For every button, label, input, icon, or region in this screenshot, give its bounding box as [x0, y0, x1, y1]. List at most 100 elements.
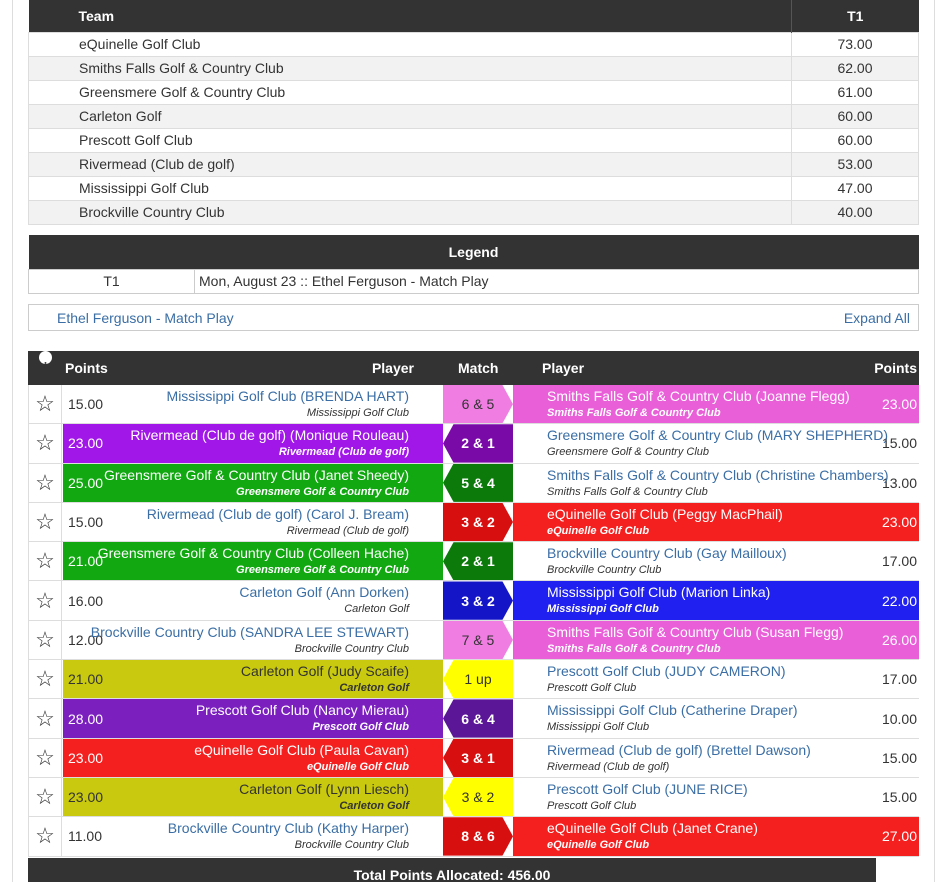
match-result: 5 & 4: [443, 463, 513, 502]
match-result-cell: 3 & 2: [443, 777, 513, 817]
team-row: Greensmere Golf & Country Club 61.00: [28, 79, 919, 105]
right-points: 15.00: [881, 435, 917, 452]
right-player-name[interactable]: eQuinelle Golf Club (Peggy MacPhail): [547, 505, 783, 522]
left-player-name[interactable]: Carleton Golf (Judy Scaife): [240, 663, 409, 680]
team-name-cell: Rivermead (Club de golf): [28, 151, 792, 177]
left-player-club: Brockville Country Club: [294, 839, 409, 852]
team-name-cell: Prescott Golf Club: [28, 127, 792, 153]
right-player-name[interactable]: Brockville Country Club (Gay Mailloux): [547, 545, 787, 562]
left-player-name[interactable]: Mississippi Golf Club (BRENDA HART): [166, 388, 409, 404]
match-row: ☆ 21.00 Carleton Golf (Judy Scaife) Carl…: [28, 660, 919, 700]
match-result: 3 & 2: [443, 502, 513, 542]
left-player-club: eQuinelle Golf Club: [306, 760, 409, 773]
team-name-cell: Smiths Falls Golf & Country Club: [28, 55, 792, 81]
favorite-star-icon[interactable]: ☆: [28, 817, 62, 856]
team-name-cell: Greensmere Golf & Country Club: [28, 79, 792, 105]
favorite-star-icon[interactable]: ☆: [28, 542, 62, 581]
left-player-club: Carleton Golf: [344, 603, 409, 616]
right-player-club: eQuinelle Golf Club: [547, 524, 650, 537]
team-score-cell: 40.00: [791, 199, 919, 225]
match-row: ☆ 25.00 Greensmere Golf & Country Club (…: [28, 463, 919, 503]
right-player-name[interactable]: Smiths Falls Golf & Country Club (Susan …: [547, 623, 844, 640]
match-result-cell: 3 & 2: [443, 581, 513, 620]
right-player-name[interactable]: Mississippi Golf Club (Marion Linka): [547, 584, 771, 601]
right-player-name[interactable]: Smiths Falls Golf & Country Club (Joanne…: [547, 388, 850, 404]
right-player-name[interactable]: Mississippi Golf Club (Catherine Draper): [547, 702, 798, 719]
right-player-name[interactable]: Greensmere Golf & Country Club (MARY SHE…: [547, 427, 889, 444]
match-result-cell: 1 up: [443, 660, 513, 699]
favorite-star-icon[interactable]: ☆: [28, 424, 62, 463]
match-result: 3 & 2: [443, 777, 513, 817]
left-player-name[interactable]: Greensmere Golf & Country Club (Colleen …: [97, 545, 409, 562]
match-row: ☆ 23.00 eQuinelle Golf Club (Paula Cavan…: [28, 738, 919, 778]
left-player-cell: 21.00 Carleton Golf (Judy Scaife) Carlet…: [63, 660, 443, 699]
left-player-name[interactable]: Carleton Golf (Ann Dorken): [239, 584, 409, 601]
match-row: ☆ 28.00 Prescott Golf Club (Nancy Mierau…: [28, 699, 919, 739]
right-points: 10.00: [881, 710, 917, 727]
favorite-star-icon[interactable]: ☆: [28, 660, 62, 699]
match-result-cell: 6 & 4: [443, 699, 513, 738]
right-player-cell: 10.00 Mississippi Golf Club (Catherine D…: [513, 699, 919, 737]
team-score-cell: 61.00: [791, 79, 919, 105]
left-player-cell: 11.00 Brockville Country Club (Kathy Har…: [63, 817, 443, 855]
match-result-cell: 3 & 1: [443, 738, 513, 777]
favorite-star-icon[interactable]: ☆: [28, 581, 62, 620]
left-player-name[interactable]: Rivermead (Club de golf) (Carol J. Bream…: [146, 505, 409, 522]
right-points: 15.00: [881, 749, 917, 766]
match-row: ☆ 15.00 Rivermead (Club de golf) (Carol …: [28, 502, 919, 543]
left-points: 15.00: [68, 396, 104, 413]
left-player-name[interactable]: Carleton Golf (Lynn Liesch): [239, 780, 409, 797]
left-points: 15.00: [68, 514, 104, 531]
favorite-star-icon[interactable]: ☆: [28, 777, 62, 817]
right-player-name[interactable]: eQuinelle Golf Club (Janet Crane): [547, 820, 758, 837]
right-player-cell: 17.00 Brockville Country Club (Gay Maill…: [513, 542, 919, 580]
left-points: 12.00: [68, 631, 104, 648]
favorite-star-icon[interactable]: ☆: [28, 385, 62, 424]
right-points: 23.00: [881, 514, 917, 531]
team-score-cell: 47.00: [791, 175, 919, 201]
left-player-cell: 28.00 Prescott Golf Club (Nancy Mierau) …: [63, 699, 443, 738]
legend-title: Legend: [28, 235, 919, 269]
favorite-star-icon[interactable]: ☆: [28, 502, 62, 542]
left-player-club: Rivermead (Club de golf): [286, 524, 409, 537]
left-player-cell: 12.00 Brockville Country Club (SANDRA LE…: [63, 621, 443, 659]
left-player-name[interactable]: Brockville Country Club (SANDRA LEE STEW…: [90, 623, 409, 640]
page-border-right: [934, 0, 935, 882]
left-player-name[interactable]: Rivermead (Club de golf) (Monique Roulea…: [130, 427, 409, 444]
match-row: ☆ 21.00 Greensmere Golf & Country Club (…: [28, 542, 919, 582]
left-points: 28.00: [68, 710, 104, 727]
match-result: 2 & 1: [443, 424, 513, 463]
favorite-star-icon[interactable]: ☆: [28, 699, 62, 738]
right-player-name[interactable]: Rivermead (Club de golf) (Brettel Dawson…: [547, 741, 811, 758]
left-player-name[interactable]: Brockville Country Club (Kathy Harper): [167, 820, 409, 837]
team-column-header: Team: [28, 0, 792, 32]
event-link[interactable]: Ethel Ferguson - Match Play: [57, 309, 234, 326]
left-player-club: Rivermead (Club de golf): [278, 446, 409, 459]
match-result: 7 & 5: [443, 620, 513, 660]
left-player-name[interactable]: eQuinelle Golf Club (Paula Cavan): [194, 741, 409, 758]
total-points-label: Total Points Allocated: 456.00: [353, 867, 551, 883]
team-name-cell: Mississippi Golf Club: [28, 175, 792, 201]
right-player-club: Rivermead (Club de golf): [547, 760, 670, 773]
legend-key: T1: [28, 268, 195, 294]
left-points: 11.00: [68, 828, 102, 845]
right-player-cell: 22.00 Mississippi Golf Club (Marion Link…: [513, 581, 919, 620]
match-result-cell: 2 & 1: [443, 424, 513, 463]
expand-all-link[interactable]: Expand All: [843, 309, 910, 326]
left-player-cell: 21.00 Greensmere Golf & Country Club (Co…: [63, 542, 443, 581]
favorite-star-icon[interactable]: ☆: [28, 620, 62, 660]
favorite-star-icon[interactable]: ☆: [28, 463, 62, 502]
right-player-name[interactable]: Prescott Golf Club (JUNE RICE): [547, 780, 748, 797]
match-result: 6 & 4: [443, 699, 513, 738]
player-left-header: Player: [371, 360, 414, 376]
match-result-cell: 3 & 2: [443, 502, 513, 542]
match-result: 3 & 2: [443, 581, 513, 620]
favorite-star-icon[interactable]: ☆: [28, 738, 62, 777]
right-points: 27.00: [881, 828, 917, 845]
right-player-name[interactable]: Smiths Falls Golf & Country Club (Christ…: [547, 466, 889, 483]
left-player-name[interactable]: Greensmere Golf & Country Club (Janet Sh…: [103, 466, 409, 483]
right-player-name[interactable]: Prescott Golf Club (JUDY CAMERON): [547, 663, 786, 680]
team-row: Prescott Golf Club 60.00: [28, 127, 919, 153]
team-score-cell: 73.00: [791, 31, 919, 57]
left-player-name[interactable]: Prescott Golf Club (Nancy Mierau): [195, 702, 409, 719]
